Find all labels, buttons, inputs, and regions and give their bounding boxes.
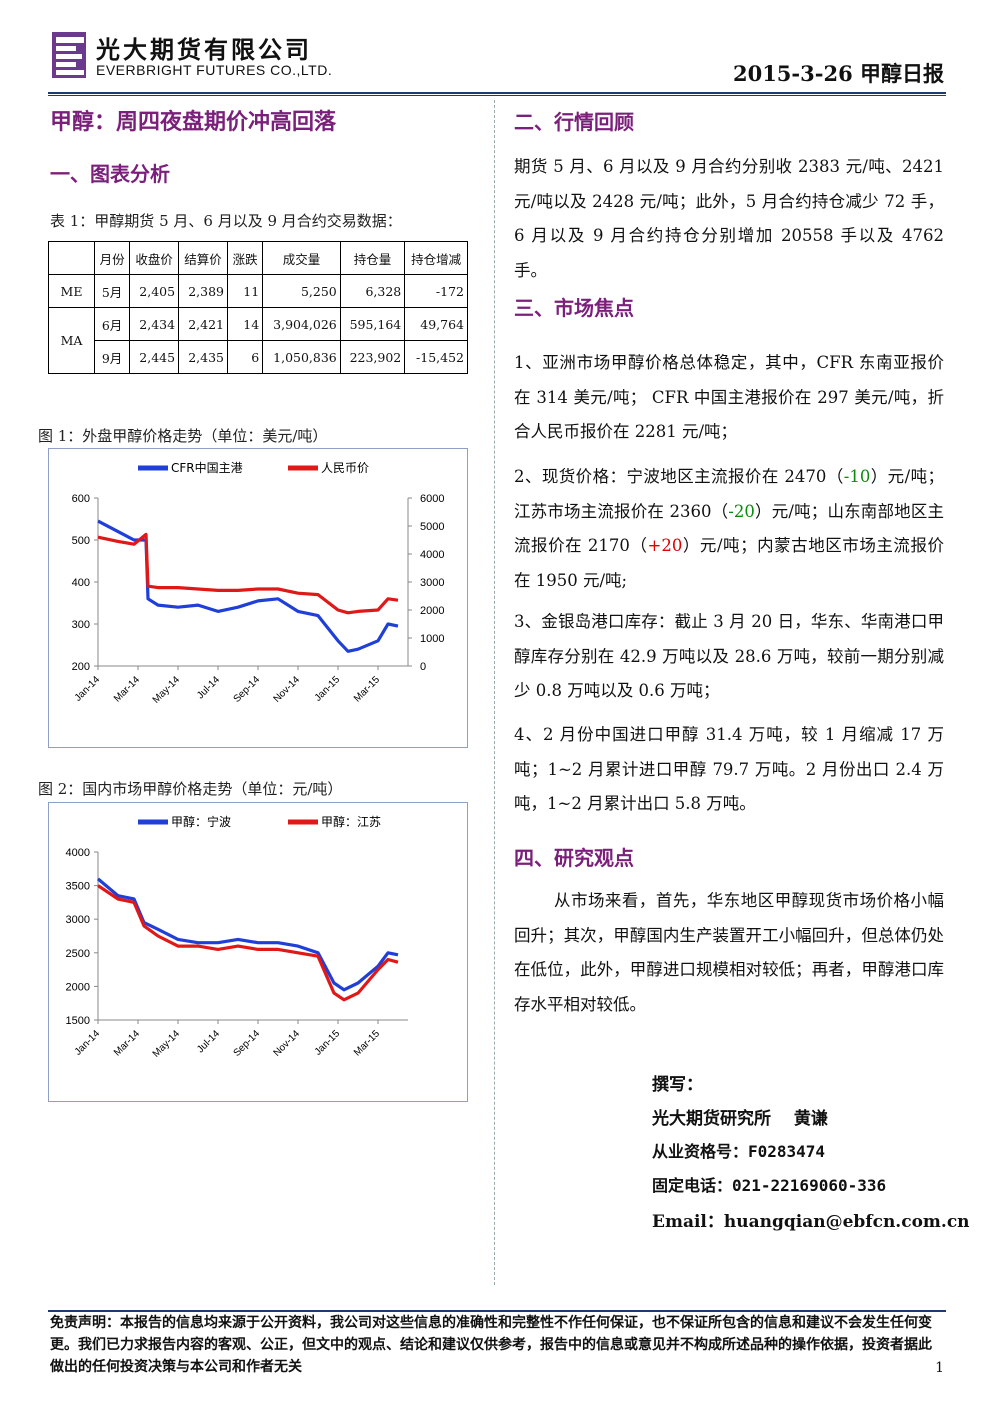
focus-item-2-text: ）元/吨；内蒙古地区市场主流报价在 1950 元/吨;: [514, 536, 944, 590]
table-header-cell: 成交量: [262, 241, 341, 275]
table-cell: 595,164: [339, 307, 406, 341]
focus-item-3: 3、金银岛港口库存：截止 3 月 20 日，华东、华南港口甲醇库存分别在 42.…: [514, 612, 944, 700]
legend-label: CFR中国主港: [171, 460, 243, 475]
y-tick-label: 2000: [66, 981, 90, 993]
disclaimer-text: 免责声明：本报告的信息均来源于公开资料，我公司对这些信息的准确性和完整性不作任何…: [50, 1315, 932, 1375]
row-group-label: ME: [48, 274, 95, 308]
table-cell: 1,050,836: [262, 340, 341, 374]
report-title: 甲醇：周四夜盘期价冲高回落: [50, 109, 337, 135]
chart-foreign-methanol-price: 2003004005006000100020003000400050006000…: [48, 448, 468, 748]
table-cell: 2,445: [129, 340, 180, 374]
company-name-en: EVERBRIGHT FUTURES CO.,LTD.: [96, 62, 333, 78]
chart-frame: [48, 802, 468, 1102]
table-header-cell: 持仓增减: [404, 241, 468, 275]
focus-item-2-text: 2、现货价格：宁波地区主流报价在 2470（: [514, 467, 844, 486]
y2-tick-label: 0: [420, 661, 426, 673]
y2-tick-label: 4000: [420, 549, 444, 561]
table-cell: -15,452: [404, 340, 468, 374]
market-review-text: 期货 5 月、6 月以及 9 月合约分别收 2383 元/吨、2421 元/吨以…: [514, 157, 944, 280]
series-line: [97, 532, 399, 615]
header-rule: [48, 92, 946, 94]
page-number: 1: [935, 1360, 944, 1376]
table-caption: 表 1：甲醇期货 5 月、6 月以及 9 月合约交易数据：: [50, 212, 402, 230]
y2-tick-label: 2000: [420, 605, 444, 617]
author-name: 光大期货研究所 黄谦: [652, 1109, 828, 1129]
column-divider: [494, 100, 495, 1285]
y-tick-label: 500: [72, 535, 90, 547]
focus-item-2: 2、现货价格：宁波地区主流报价在 2470（-10）元/吨；江苏市场主流报价在 …: [514, 460, 944, 598]
focus-item-2-text: ）元/吨；山东南部地区主流报价在 2170（: [514, 501, 944, 556]
table-cell: 6月: [93, 307, 131, 341]
table-cell: 11: [226, 274, 264, 308]
table-header-cell: 持仓量: [339, 241, 406, 275]
table-cell: 14: [226, 307, 264, 341]
y-tick-label: 200: [72, 661, 90, 673]
focus-item-1: 1、亚洲市场甲醇价格总体稳定，其中，CFR 东南亚报价在 314 美元/吨； C…: [514, 353, 944, 441]
table-header-row: 月份 收盘价 结算价 涨跌 成交量 持仓量 持仓增减: [48, 241, 468, 275]
company-name-cn: 光大期货有限公司: [96, 35, 312, 64]
table-cell: 2,434: [129, 307, 180, 341]
header-rule-thin: [48, 95, 946, 96]
table-cell: 6: [226, 340, 264, 374]
table-cell: 2,421: [178, 307, 228, 341]
disclaimer-box: [48, 1310, 946, 1380]
logo-mark: [52, 32, 86, 78]
focus-item-2-text: ）元/吨；江苏市场主流报价在 2360（: [514, 467, 944, 521]
y-tick-label: 400: [72, 577, 90, 589]
table-row: ME 5月 2,405 2,389 11 5,250 6,328 -172: [48, 274, 468, 308]
chart-frame: [48, 448, 468, 748]
table-cell: 223,902: [339, 340, 406, 374]
trading-data-table: 月份 收盘价 结算价 涨跌 成交量 持仓量 持仓增减 ME 5月 2,405 2…: [48, 241, 468, 374]
table-cell: 5月: [93, 274, 131, 308]
table-row: MA 6月 2,434 2,421 14 3,904,026 595,164 4…: [48, 307, 468, 374]
y2-tick-label: 3000: [420, 577, 444, 589]
jiangsu-change: -20: [728, 501, 755, 521]
table-cell: 6,328: [339, 274, 406, 308]
ningbo-change: -10: [843, 467, 871, 486]
legend-label: 甲醇：宁波: [171, 814, 231, 829]
y2-tick-label: 6000: [420, 493, 444, 505]
row-group-label: MA: [48, 307, 95, 374]
table-cell: 49,764: [404, 307, 468, 341]
table-row: 9月 2,445 2,435 6 1,050,836 223,902 -15,4…: [49, 340, 468, 374]
y-tick-label: 300: [72, 619, 90, 631]
figure1-caption: 图 1：外盘甲醇价格走势（单位：美元/吨）: [38, 427, 328, 445]
y-tick-label: 4000: [66, 847, 90, 859]
y-tick-label: 2500: [66, 948, 90, 960]
legend-label: 人民币价: [321, 461, 369, 475]
table-header-cell: 涨跌: [226, 241, 264, 275]
report-date-title: 2015-3-26 甲醇日报: [732, 61, 944, 86]
section-chart-analysis: 一、图表分析: [50, 162, 170, 186]
focus-item-4: 4、2 月份中国进口甲醇 31.4 万吨，较 1 月缩减 17 万吨；1~2 月…: [514, 725, 944, 813]
table-header-cell: 月份: [93, 241, 131, 275]
table-cell: 2,389: [178, 274, 228, 308]
series-line: [97, 884, 399, 1002]
y2-tick-label: 1000: [420, 633, 444, 645]
research-view-text: 从市场来看，首先，华东地区甲醇现货市场价格小幅回升；其次，甲醇国内生产装置开工小…: [514, 891, 944, 1014]
table-cell: -172: [404, 274, 468, 308]
author-email: Email：huangqian@ebfcn.com.cn: [652, 1212, 970, 1232]
y-tick-label: 600: [72, 493, 90, 505]
section-market-review: 二、行情回顾: [514, 110, 634, 134]
y2-tick-label: 5000: [420, 521, 444, 533]
table-header-cell: 收盘价: [129, 241, 180, 275]
table-cell: 2,435: [178, 340, 228, 374]
table-cell: 9月: [93, 340, 131, 374]
shandong-change: +20: [647, 536, 683, 555]
y-tick-label: 1500: [66, 1015, 90, 1027]
table-header-cell: 结算价: [178, 241, 228, 275]
y-tick-label: 3000: [66, 914, 90, 926]
y-tick-label: 3500: [66, 881, 90, 893]
table-cell: 2,405: [129, 274, 180, 308]
table-cell: 3,904,026: [262, 307, 341, 341]
author-cert-number: 从业资格号：F0283474: [652, 1142, 826, 1161]
author-phone: 固定电话：021-22169060-336: [652, 1176, 887, 1195]
section-market-focus: 三、市场焦点: [514, 296, 634, 320]
figure2-caption: 图 2：国内市场甲醇价格走势（单位：元/吨）: [38, 780, 343, 798]
author-label: 撰写：: [652, 1075, 703, 1095]
legend-label: 甲醇：江苏: [321, 814, 381, 829]
section-research-view: 四、研究观点: [514, 846, 634, 870]
table-cell: 5,250: [262, 274, 341, 308]
